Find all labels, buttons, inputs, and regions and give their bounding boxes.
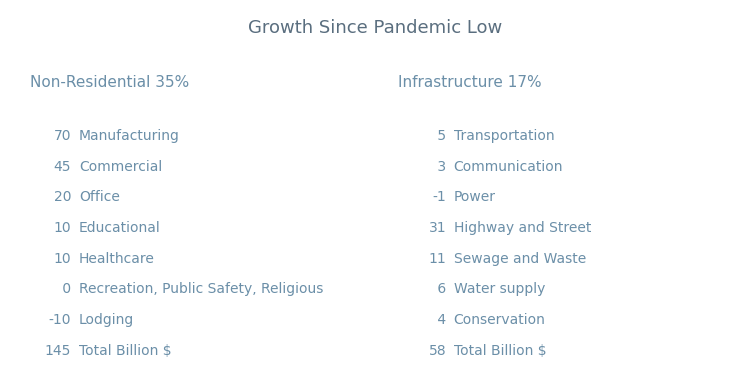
Text: Non-Residential 35%: Non-Residential 35% [30,75,189,90]
Text: Total Billion $: Total Billion $ [79,344,171,358]
Text: Highway and Street: Highway and Street [454,221,591,235]
Text: 45: 45 [54,160,71,174]
Text: Water supply: Water supply [454,282,545,296]
Text: 0: 0 [58,282,71,296]
Text: Communication: Communication [454,160,563,174]
Text: Manufacturing: Manufacturing [79,129,180,143]
Text: Sewage and Waste: Sewage and Waste [454,252,586,266]
Text: 4: 4 [433,313,446,327]
Text: 70: 70 [54,129,71,143]
Text: -1: -1 [433,190,446,204]
Text: 20: 20 [54,190,71,204]
Text: 11: 11 [428,252,446,266]
Text: Lodging: Lodging [79,313,134,327]
Text: Transportation: Transportation [454,129,554,143]
Text: 10: 10 [54,252,71,266]
Text: Educational: Educational [79,221,160,235]
Text: Healthcare: Healthcare [79,252,154,266]
Text: 31: 31 [429,221,446,235]
Text: Power: Power [454,190,496,204]
Text: 5: 5 [433,129,446,143]
Text: 10: 10 [54,221,71,235]
Text: -10: -10 [49,313,71,327]
Text: 6: 6 [433,282,446,296]
Text: 145: 145 [45,344,71,358]
Text: Conservation: Conservation [454,313,545,327]
Text: Recreation, Public Safety, Religious: Recreation, Public Safety, Religious [79,282,323,296]
Text: Office: Office [79,190,120,204]
Text: Commercial: Commercial [79,160,162,174]
Text: 58: 58 [429,344,446,358]
Text: Infrastructure 17%: Infrastructure 17% [398,75,542,90]
Text: Growth Since Pandemic Low: Growth Since Pandemic Low [248,19,502,37]
Text: Total Billion $: Total Billion $ [454,344,546,358]
Text: 3: 3 [433,160,446,174]
